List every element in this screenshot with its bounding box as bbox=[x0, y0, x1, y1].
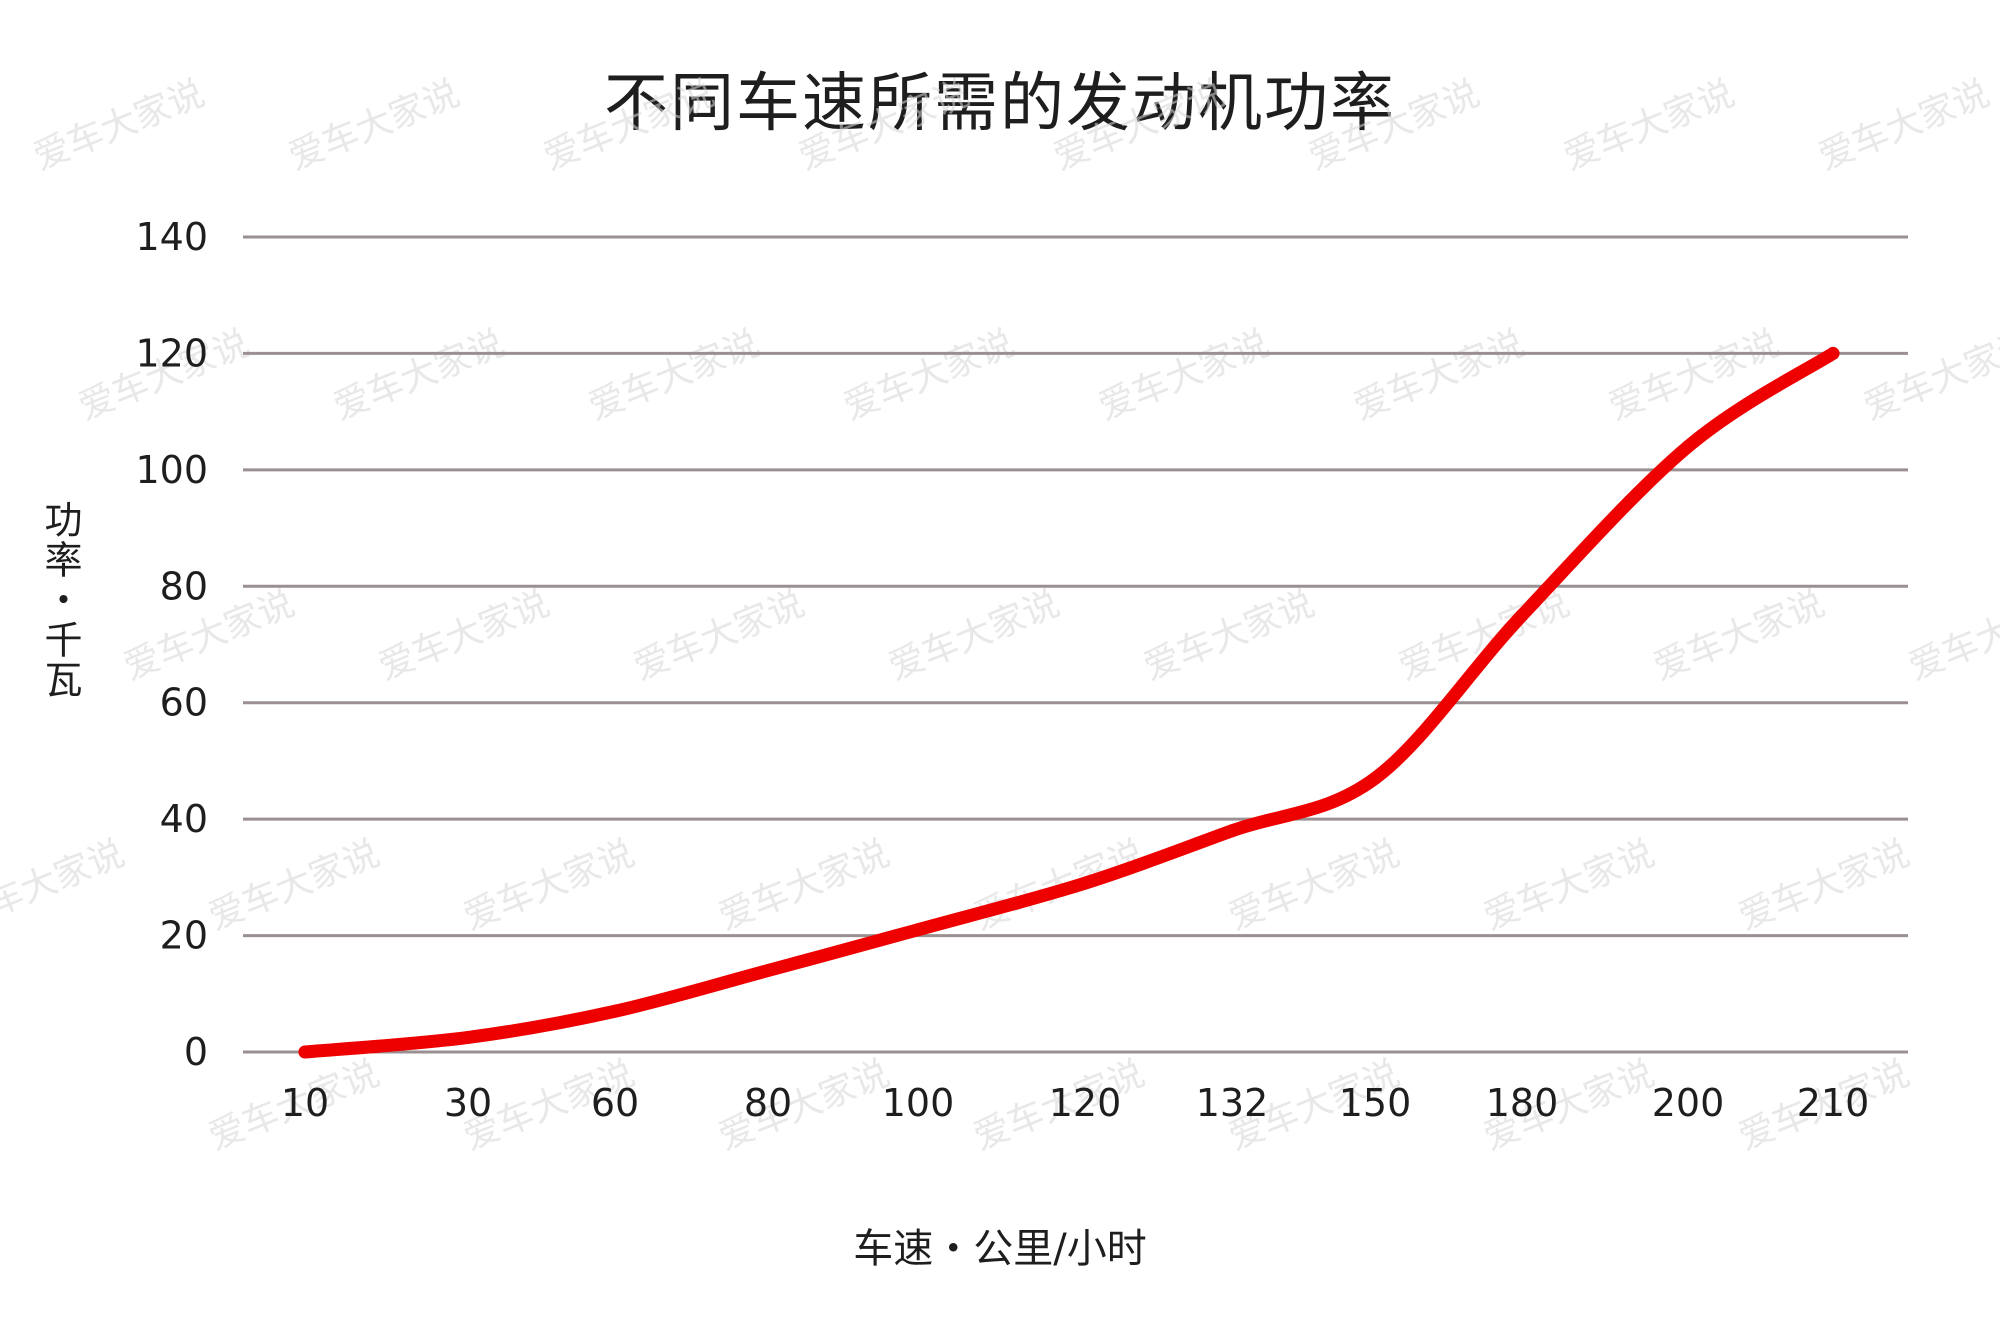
data-point bbox=[1515, 608, 1529, 622]
data-point bbox=[298, 1045, 312, 1059]
y-tick-label: 80 bbox=[160, 564, 208, 608]
watermark-text: 爱车大家说 bbox=[1813, 73, 1995, 178]
watermark-text: 爱车大家说 bbox=[1138, 583, 1320, 688]
watermark-text: 爱车大家说 bbox=[1093, 323, 1275, 428]
data-point bbox=[1225, 824, 1239, 838]
watermark-text: 爱车大家说 bbox=[1648, 583, 1830, 688]
x-tick-label: 132 bbox=[1196, 1081, 1269, 1125]
y-tick-label: 40 bbox=[160, 797, 208, 841]
x-tick-label: 200 bbox=[1652, 1081, 1725, 1125]
watermark-text: 爱车大家说 bbox=[1393, 583, 1575, 688]
watermark-text: 爱车大家说 bbox=[1223, 833, 1405, 938]
watermark-text: 爱车大家说 bbox=[1478, 833, 1660, 938]
watermark-text: 爱车大家说 bbox=[538, 73, 720, 178]
watermark-text: 爱车大家说 bbox=[713, 833, 895, 938]
x-tick-label: 60 bbox=[591, 1081, 639, 1125]
x-tick-label: 100 bbox=[882, 1081, 955, 1125]
watermark-text: 爱车大家说 bbox=[793, 73, 975, 178]
x-axis-label: 车速・公里/小时 bbox=[853, 1226, 1147, 1272]
x-tick-label: 10 bbox=[281, 1081, 329, 1125]
watermark-text: 爱车大家说 bbox=[1733, 833, 1915, 938]
watermark-text: 爱车大家说 bbox=[283, 73, 465, 178]
x-tick-label: 30 bbox=[444, 1081, 492, 1125]
x-tick-label: 210 bbox=[1797, 1081, 1870, 1125]
data-point bbox=[1681, 440, 1695, 454]
y-tick-label: 0 bbox=[184, 1030, 208, 1074]
x-tick-label: 180 bbox=[1486, 1081, 1559, 1125]
y-tick-label: 140 bbox=[135, 215, 208, 259]
x-tick-label: 120 bbox=[1049, 1081, 1122, 1125]
watermark-text: 爱车大家说 bbox=[1903, 583, 2000, 688]
y-axis-label: 功率・千瓦 bbox=[38, 500, 82, 700]
watermark-text: 爱车大家说 bbox=[628, 583, 810, 688]
watermark-text: 爱车大家说 bbox=[1348, 323, 1530, 428]
data-point bbox=[761, 964, 775, 977]
x-tick-label: 150 bbox=[1339, 1081, 1412, 1125]
data-point bbox=[1826, 346, 1840, 360]
watermark-text: 爱车大家说 bbox=[883, 583, 1065, 688]
data-point bbox=[461, 1030, 475, 1044]
watermark-text: 爱车大家说 bbox=[1303, 73, 1485, 178]
y-tick-label: 100 bbox=[135, 448, 208, 492]
series-line bbox=[298, 346, 1840, 1059]
data-point bbox=[1078, 876, 1092, 890]
watermark-text: 爱车大家说 bbox=[1603, 323, 1785, 428]
watermark-text: 爱车大家说 bbox=[0, 833, 130, 938]
y-tick-label: 60 bbox=[160, 681, 208, 725]
watermark-text: 爱车大家说 bbox=[458, 833, 640, 938]
watermark-text: 爱车大家说 bbox=[118, 583, 300, 688]
watermark-text: 爱车大家说 bbox=[1858, 323, 2000, 428]
watermark-text: 爱车大家说 bbox=[203, 833, 385, 938]
chart-title: 不同车速所需的发动机功率 bbox=[604, 67, 1396, 141]
watermark-text: 爱车大家说 bbox=[28, 73, 210, 178]
y-tick-label: 120 bbox=[135, 331, 208, 375]
watermark-text: 爱车大家说 bbox=[1558, 73, 1740, 178]
watermark-text: 爱车大家说 bbox=[583, 323, 765, 428]
data-point bbox=[911, 923, 925, 937]
watermark-text: 爱车大家说 bbox=[328, 323, 510, 428]
x-tick-label: 80 bbox=[744, 1081, 792, 1125]
watermark-text: 爱车大家说 bbox=[1048, 73, 1230, 178]
y-tick-label: 20 bbox=[160, 914, 208, 958]
watermark-text: 爱车大家说 bbox=[373, 583, 555, 688]
watermark-text: 爱车大家说 bbox=[838, 323, 1020, 428]
data-point bbox=[1368, 771, 1382, 785]
data-point bbox=[608, 1004, 622, 1018]
watermark-text: 爱车大家说 bbox=[713, 1053, 895, 1158]
